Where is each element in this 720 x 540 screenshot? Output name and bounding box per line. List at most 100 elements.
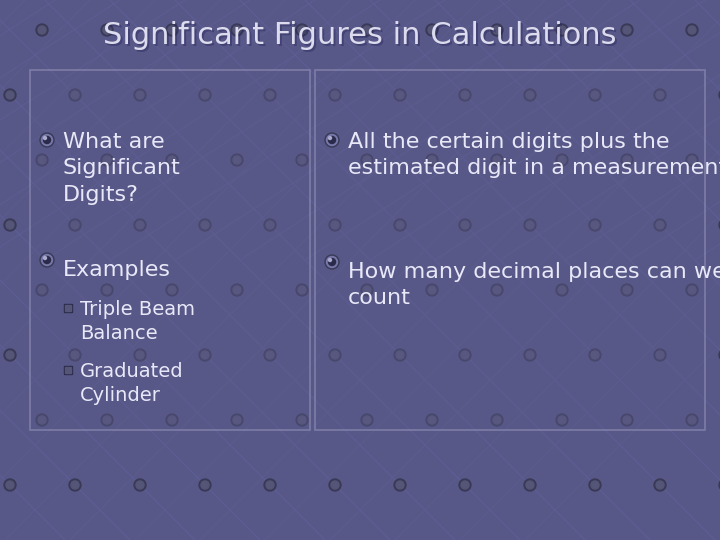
Circle shape — [103, 26, 111, 34]
Circle shape — [394, 479, 406, 491]
Circle shape — [461, 481, 469, 489]
Circle shape — [134, 89, 146, 101]
Circle shape — [556, 154, 568, 166]
Circle shape — [136, 351, 144, 359]
Circle shape — [493, 286, 501, 294]
Circle shape — [491, 154, 503, 166]
Circle shape — [621, 24, 633, 36]
Circle shape — [426, 414, 438, 426]
Circle shape — [558, 26, 566, 34]
Circle shape — [199, 349, 211, 361]
Circle shape — [654, 219, 666, 231]
Circle shape — [556, 284, 568, 296]
Circle shape — [298, 416, 306, 424]
Circle shape — [428, 286, 436, 294]
Circle shape — [325, 255, 339, 269]
Circle shape — [38, 416, 46, 424]
Text: Triple Beam
Balance: Triple Beam Balance — [80, 300, 195, 343]
Circle shape — [136, 221, 144, 229]
Circle shape — [491, 24, 503, 36]
Circle shape — [688, 26, 696, 34]
Circle shape — [428, 26, 436, 34]
Circle shape — [101, 414, 113, 426]
Circle shape — [686, 154, 698, 166]
Circle shape — [558, 286, 566, 294]
Circle shape — [4, 89, 16, 101]
Circle shape — [43, 137, 50, 144]
Circle shape — [396, 481, 404, 489]
Circle shape — [459, 89, 471, 101]
Circle shape — [326, 134, 338, 145]
Circle shape — [426, 284, 438, 296]
Circle shape — [199, 479, 211, 491]
Circle shape — [591, 351, 599, 359]
Circle shape — [459, 219, 471, 231]
Circle shape — [328, 137, 336, 144]
Text: All the certain digits plus the
estimated digit in a measurement.: All the certain digits plus the estimate… — [348, 132, 720, 178]
Circle shape — [328, 259, 331, 261]
Circle shape — [656, 481, 664, 489]
Circle shape — [101, 24, 113, 36]
Circle shape — [199, 219, 211, 231]
Circle shape — [264, 89, 276, 101]
Circle shape — [459, 479, 471, 491]
Circle shape — [656, 91, 664, 99]
Circle shape — [461, 91, 469, 99]
Circle shape — [103, 156, 111, 164]
Circle shape — [136, 91, 144, 99]
Circle shape — [298, 156, 306, 164]
Circle shape — [199, 89, 211, 101]
Circle shape — [361, 414, 373, 426]
Circle shape — [166, 24, 178, 36]
Circle shape — [524, 89, 536, 101]
Circle shape — [558, 156, 566, 164]
Circle shape — [654, 89, 666, 101]
Text: What are
Significant
Digits?: What are Significant Digits? — [63, 132, 181, 205]
Circle shape — [201, 481, 209, 489]
Circle shape — [168, 156, 176, 164]
Circle shape — [71, 351, 79, 359]
Circle shape — [231, 24, 243, 36]
Circle shape — [556, 414, 568, 426]
Circle shape — [394, 89, 406, 101]
Circle shape — [654, 479, 666, 491]
Circle shape — [103, 286, 111, 294]
Circle shape — [38, 26, 46, 34]
Circle shape — [688, 286, 696, 294]
Circle shape — [719, 349, 720, 361]
Bar — [65, 305, 71, 311]
Circle shape — [428, 416, 436, 424]
Circle shape — [623, 416, 631, 424]
Circle shape — [40, 253, 54, 267]
Circle shape — [591, 221, 599, 229]
Circle shape — [71, 91, 79, 99]
Bar — [64, 366, 72, 374]
Circle shape — [621, 414, 633, 426]
Circle shape — [524, 219, 536, 231]
Circle shape — [38, 286, 46, 294]
Circle shape — [6, 91, 14, 99]
Circle shape — [329, 479, 341, 491]
Circle shape — [264, 349, 276, 361]
Circle shape — [329, 219, 341, 231]
Circle shape — [71, 481, 79, 489]
Circle shape — [623, 26, 631, 34]
Circle shape — [328, 137, 331, 139]
Circle shape — [101, 154, 113, 166]
Bar — [0, 0, 720, 60]
Circle shape — [623, 286, 631, 294]
Circle shape — [329, 349, 341, 361]
Circle shape — [69, 219, 81, 231]
Circle shape — [103, 416, 111, 424]
Circle shape — [524, 479, 536, 491]
Circle shape — [40, 133, 54, 147]
Circle shape — [266, 351, 274, 359]
Circle shape — [396, 351, 404, 359]
Circle shape — [134, 219, 146, 231]
Circle shape — [69, 89, 81, 101]
Circle shape — [396, 221, 404, 229]
Circle shape — [686, 414, 698, 426]
Bar — [315, 70, 705, 430]
Circle shape — [43, 137, 47, 139]
Circle shape — [296, 154, 308, 166]
